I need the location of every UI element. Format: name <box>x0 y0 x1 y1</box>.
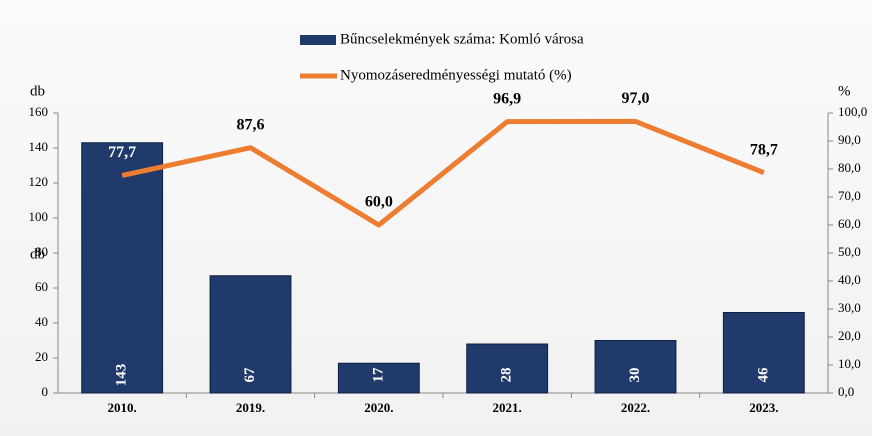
y2-tick-label: 100,0 <box>838 104 867 119</box>
line-value-label: 60,0 <box>365 194 393 211</box>
y-tick-label: 20 <box>35 349 48 364</box>
y2-tick-label: 20,0 <box>838 328 861 343</box>
bar <box>595 341 676 394</box>
y-tick-label: 80 <box>35 244 48 259</box>
bar-value-label: 143 <box>114 364 130 387</box>
bar-value-label: 30 <box>627 368 643 383</box>
y-tick-label: 140 <box>29 139 49 154</box>
bar-value-label: 67 <box>242 367 258 383</box>
legend-label: Nyomozáseredményességi mutató (%) <box>340 67 572 83</box>
line-value-label: 87,6 <box>237 116 265 133</box>
y-tick-label: 40 <box>35 314 48 329</box>
y2-tick-label: 80,0 <box>838 160 861 175</box>
x-tick-label: 2019. <box>236 400 265 415</box>
bar-value-label: 28 <box>499 367 515 382</box>
legend-swatch <box>300 35 336 45</box>
y2-tick-label: 0,0 <box>838 384 854 399</box>
x-tick-label: 2022. <box>621 400 650 415</box>
line-value-label: 78,7 <box>750 141 778 158</box>
y-tick-label: 60 <box>35 279 48 294</box>
y2-axis-title: % <box>838 83 851 99</box>
bar <box>82 143 163 393</box>
y-tick-label: 120 <box>29 174 49 189</box>
chart: db db % 0204060801001201401600,010,020,0… <box>0 0 872 436</box>
y-axis-title: db <box>30 83 45 99</box>
y2-tick-label: 90,0 <box>838 132 861 147</box>
y2-tick-label: 70,0 <box>838 188 861 203</box>
y2-tick-label: 40,0 <box>838 272 861 287</box>
x-tick-label: 2023. <box>749 400 778 415</box>
x-tick-label: 2010. <box>108 400 137 415</box>
bar-value-label: 17 <box>370 367 386 383</box>
legend-label: Bűncselekmények száma: Komló városa <box>340 31 584 47</box>
x-tick-label: 2021. <box>493 400 522 415</box>
line-value-label: 97,0 <box>622 90 650 107</box>
line <box>122 121 764 225</box>
y2-tick-label: 30,0 <box>838 300 861 315</box>
line-value-label: 77,7 <box>108 144 136 161</box>
x-tick-label: 2020. <box>364 400 393 415</box>
y-tick-label: 160 <box>29 104 49 119</box>
y2-tick-label: 50,0 <box>838 244 861 259</box>
bar-value-label: 46 <box>755 367 771 383</box>
line-value-label: 96,9 <box>493 90 521 107</box>
y-tick-label: 0 <box>42 384 49 399</box>
y2-tick-label: 60,0 <box>838 216 861 231</box>
y-tick-label: 100 <box>29 209 49 224</box>
y2-tick-label: 10,0 <box>838 356 861 371</box>
